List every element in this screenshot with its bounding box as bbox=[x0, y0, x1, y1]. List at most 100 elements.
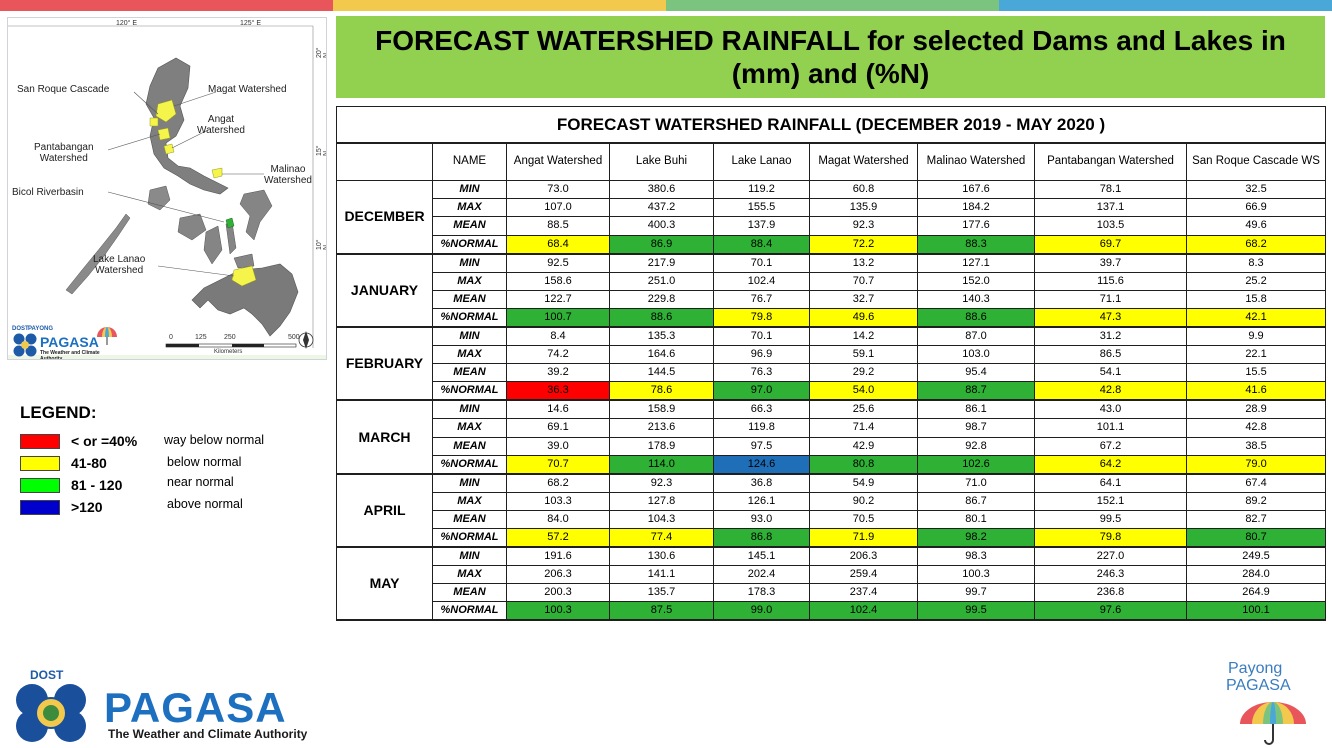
value-cell: 178.9 bbox=[609, 436, 714, 456]
percent-normal-cell: 114.0 bbox=[609, 454, 714, 475]
value-cell: 380.6 bbox=[609, 179, 714, 200]
value-cell: 59.1 bbox=[809, 344, 918, 365]
percent-normal-cell: 98.2 bbox=[917, 528, 1035, 549]
value-cell: 36.8 bbox=[713, 473, 810, 493]
table-row: MAX 69.1 213.6 119.8 71.4 98.7 101.1 42.8 bbox=[337, 418, 1327, 438]
value-cell: 100.3 bbox=[917, 565, 1035, 585]
value-cell: 66.3 bbox=[713, 399, 810, 420]
map-logo-payong: PAYONG bbox=[28, 326, 54, 332]
value-cell: 127.8 bbox=[609, 491, 714, 511]
mindoro-island bbox=[147, 185, 171, 211]
percent-normal-cell: 68.4 bbox=[506, 234, 610, 255]
scale-0: 0 bbox=[169, 334, 173, 341]
value-cell: 14.6 bbox=[506, 399, 610, 420]
value-cell: 227.0 bbox=[1034, 546, 1187, 567]
table-header-row: NAME Angat Watershed Lake Buhi Lake Lana… bbox=[336, 142, 1327, 181]
stat-label: MAX bbox=[432, 344, 507, 365]
table-row: MAX 103.3 127.8 126.1 90.2 86.7 152.1 89.2 bbox=[337, 491, 1327, 511]
lat-label-15: 15° N bbox=[316, 145, 326, 156]
value-cell: 39.7 bbox=[1034, 253, 1187, 273]
value-cell: 140.3 bbox=[917, 289, 1035, 309]
value-cell: 167.6 bbox=[917, 179, 1035, 200]
map-logo-tagline: The Weather and Climate Authority bbox=[40, 350, 100, 360]
label-lake-lanao: Lake Lanao Watershed bbox=[93, 254, 146, 276]
value-cell: 437.2 bbox=[609, 198, 714, 218]
value-cell: 87.0 bbox=[917, 326, 1035, 346]
stripe-yellow bbox=[333, 0, 666, 11]
table-row: MAX 158.6 251.0 102.4 70.7 152.0 115.6 25.2 bbox=[337, 271, 1327, 291]
percent-normal-cell: 88.6 bbox=[917, 307, 1035, 328]
map-graphic bbox=[8, 25, 326, 359]
percent-normal-cell: 88.3 bbox=[917, 234, 1035, 255]
percent-normal-cell: 79.8 bbox=[1034, 528, 1187, 549]
value-cell: 86.5 bbox=[1034, 344, 1187, 365]
percent-normal-cell: 68.2 bbox=[1185, 234, 1327, 255]
value-cell: 54.9 bbox=[809, 473, 918, 493]
scale-125: 125 bbox=[195, 334, 207, 341]
value-cell: 104.3 bbox=[609, 509, 714, 530]
value-cell: 60.8 bbox=[809, 179, 918, 200]
value-cell: 249.5 bbox=[1185, 546, 1327, 567]
value-cell: 84.0 bbox=[506, 509, 610, 530]
value-cell: 130.6 bbox=[609, 546, 714, 567]
value-cell: 31.2 bbox=[1034, 326, 1187, 346]
stat-label: %NORMAL bbox=[432, 454, 507, 475]
percent-normal-cell: 97.0 bbox=[713, 381, 810, 402]
percent-normal-cell: 87.5 bbox=[609, 601, 714, 622]
table-row: MAX 107.0 437.2 155.5 135.9 184.2 137.1 66.9 bbox=[337, 198, 1327, 218]
percent-normal-cell: 86.8 bbox=[713, 528, 810, 549]
month-label: FEBRUARY bbox=[336, 326, 433, 402]
value-cell: 89.2 bbox=[1185, 491, 1327, 511]
legend-desc: above normal bbox=[167, 497, 243, 511]
lon-label-120: 120° E bbox=[116, 20, 138, 27]
value-cell: 122.7 bbox=[506, 289, 610, 309]
value-cell: 71.4 bbox=[809, 418, 918, 438]
percent-normal-cell: 80.8 bbox=[809, 454, 918, 475]
percent-normal-cell: 70.7 bbox=[506, 454, 610, 475]
magat-watershed-area bbox=[155, 99, 177, 123]
value-cell: 14.2 bbox=[809, 326, 918, 346]
header-name: NAME bbox=[432, 142, 507, 181]
label-bicol: Bicol Riverbasin bbox=[12, 187, 84, 198]
map-logo-dost: DOST bbox=[12, 326, 29, 332]
value-cell: 9.9 bbox=[1185, 326, 1327, 346]
lat-label-20: 20° N bbox=[316, 47, 326, 58]
label-pantabangan: Pantabangan Watershed bbox=[34, 142, 94, 164]
legend-swatch-blue bbox=[20, 500, 60, 515]
month-label: MARCH bbox=[336, 399, 433, 475]
value-cell: 126.1 bbox=[713, 491, 810, 511]
value-cell: 86.1 bbox=[917, 399, 1035, 420]
value-cell: 39.2 bbox=[506, 363, 610, 383]
value-cell: 95.4 bbox=[917, 363, 1035, 383]
value-cell: 70.1 bbox=[713, 253, 810, 273]
value-cell: 22.1 bbox=[1185, 344, 1327, 365]
stat-label: MEAN bbox=[432, 216, 507, 236]
payong-pagasa-label: PAGASA bbox=[1226, 677, 1291, 694]
legend-item-way-below: < or =40% way below normal bbox=[20, 433, 264, 450]
value-cell: 92.3 bbox=[609, 473, 714, 493]
stat-label: MAX bbox=[432, 271, 507, 291]
legend-range: < or =40% bbox=[71, 433, 138, 449]
percent-normal-cell: 41.6 bbox=[1185, 381, 1327, 402]
value-cell: 229.8 bbox=[609, 289, 714, 309]
percent-normal-cell: 88.7 bbox=[917, 381, 1035, 402]
panay-island bbox=[177, 213, 207, 241]
percent-normal-cell: 100.1 bbox=[1185, 601, 1327, 622]
value-cell: 80.1 bbox=[917, 509, 1035, 530]
scale-500: 500 bbox=[288, 334, 300, 341]
table-row: MEAN 39.2 144.5 76.3 29.2 95.4 54.1 15.5 bbox=[337, 363, 1327, 383]
percent-normal-cell: 72.2 bbox=[809, 234, 918, 255]
value-cell: 64.1 bbox=[1034, 473, 1187, 493]
percent-normal-cell: 100.7 bbox=[506, 307, 610, 328]
percent-normal-cell: 57.2 bbox=[506, 528, 610, 549]
stat-label: MIN bbox=[432, 473, 507, 493]
percent-normal-cell: 79.0 bbox=[1185, 454, 1327, 475]
bohol-island bbox=[233, 253, 255, 269]
stat-label: MEAN bbox=[432, 289, 507, 309]
value-cell: 97.5 bbox=[713, 436, 810, 456]
header-col: Malinao Watershed bbox=[917, 142, 1035, 181]
month-label: APRIL bbox=[336, 473, 433, 549]
value-cell: 178.3 bbox=[713, 583, 810, 603]
percent-normal-cell: 102.4 bbox=[809, 601, 918, 622]
map-pagasa-logo: DOST PAYONG PAGASA The Weather and Clima… bbox=[12, 326, 122, 360]
